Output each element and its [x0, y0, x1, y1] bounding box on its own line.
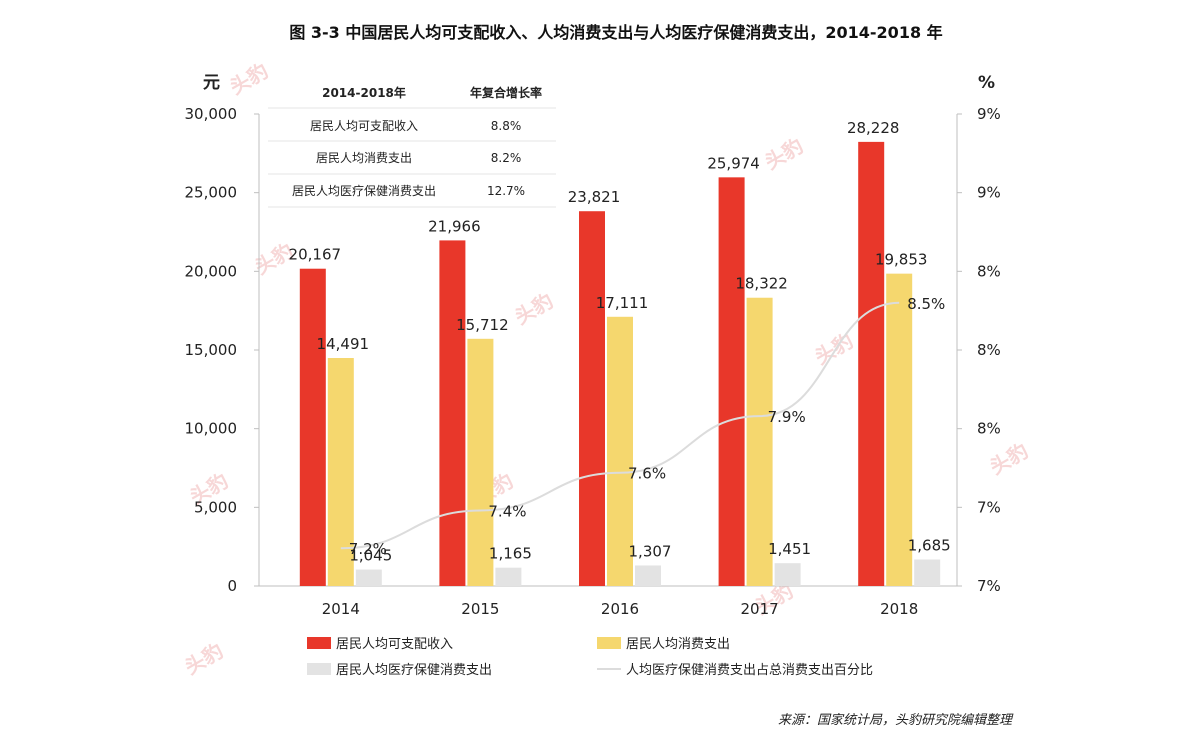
bar-consumption [886, 273, 913, 586]
y-left-tick-label: 0 [227, 577, 237, 595]
bar-medical-label: 1,451 [768, 540, 811, 558]
watermark-text: 头豹 [181, 639, 228, 680]
legend-label-income: 居民人均可支配收入 [336, 637, 453, 652]
legend: 居民人均可支配收入 居民人均消费支出 居民人均医疗保健消费支出 人均医疗保健消费… [307, 637, 873, 678]
bar-income [718, 177, 745, 586]
share-line-label: 7.4% [488, 502, 526, 520]
watermark-text: 头豹 [511, 289, 558, 330]
legend-label-consumption: 居民人均消费支出 [626, 637, 730, 652]
legend-label-share: 人均医疗保健消费支出占总消费支出百分比 [626, 663, 873, 678]
bar-consumption-label: 19,853 [875, 251, 928, 269]
y-right-tick-label: 7% [977, 498, 1001, 516]
table-header-cagr: 年复合增长率 [470, 85, 542, 100]
bar-medical [495, 567, 522, 586]
share-line-label: 7.2% [349, 540, 387, 558]
x-tick-label: 2016 [601, 600, 639, 618]
line-series: 7.2% 7.4% 7.6% 7.9% 8.5% [340, 295, 945, 558]
legend-label-medical: 居民人均医疗保健消费支出 [336, 663, 492, 678]
bars [299, 141, 941, 587]
y-right-tick-label: 7% [977, 577, 1001, 595]
x-ticks: 2014 2015 2016 2017 2018 [322, 600, 919, 618]
y-left-tick-label: 10,000 [185, 420, 238, 438]
y-left-tick-label: 30,000 [185, 105, 238, 123]
chart-title: 图 3-3 中国居民人均可支配收入、人均消费支出与人均医疗保健消费支出，2014… [289, 23, 942, 42]
watermark-text: 头豹 [986, 439, 1033, 480]
table-row-medical-value: 12.7% [487, 184, 525, 198]
x-tick-label: 2015 [461, 600, 499, 618]
table-row-medical-label: 居民人均医疗保健消费支出 [292, 184, 436, 198]
bar-income [439, 240, 466, 586]
bar-medical [914, 559, 941, 586]
share-line-label: 7.6% [628, 465, 666, 483]
bar-income-label: 25,974 [707, 154, 760, 172]
bar-medical-label: 1,045 [349, 547, 392, 565]
share-line-label: 7.9% [768, 408, 806, 426]
inset-table: 2014-2018年 年复合增长率 居民人均可支配收入 8.8% 居民人均消费支… [268, 85, 556, 208]
watermark-text: 头豹 [226, 59, 273, 100]
bar-income-label: 20,167 [289, 246, 342, 264]
y-right-ticks: 7% 7% 8% 8% 8% 9% 9% [957, 105, 1001, 595]
legend-swatch-medical [307, 663, 331, 675]
share-line-label: 8.5% [907, 295, 945, 313]
y-left-tick-label: 20,000 [185, 262, 238, 280]
bar-medical [774, 563, 801, 586]
x-tick-label: 2018 [880, 600, 918, 618]
bar-income [858, 141, 885, 587]
bar-consumption [746, 297, 773, 586]
y-right-unit: % [978, 73, 995, 93]
table-row-consumption-label: 居民人均消费支出 [316, 151, 412, 165]
bar-income-label: 28,228 [847, 119, 900, 137]
table-row-income-value: 8.8% [491, 119, 522, 133]
bar-income [579, 211, 605, 587]
y-left-unit: 元 [203, 73, 220, 93]
bar-medical-label: 1,165 [489, 545, 532, 563]
bar-income-label: 23,821 [568, 188, 621, 206]
legend-swatch-income [307, 637, 331, 649]
watermark-text: 头豹 [811, 329, 858, 370]
watermark-text: 头豹 [761, 134, 808, 175]
y-left-tick-label: 25,000 [185, 184, 238, 202]
legend-swatch-consumption [597, 637, 621, 649]
bar-labels: 20,167 21,966 23,821 25,974 28,228 14,491 15,7… [289, 119, 951, 565]
source-note: 来源：国家统计局，头豹研究院编辑整理 [778, 712, 1014, 728]
bar-consumption-label: 18,322 [735, 275, 788, 293]
bar-consumption-label: 14,491 [317, 335, 370, 353]
y-right-tick-label: 9% [977, 105, 1001, 123]
y-left-tick-label: 5,000 [194, 498, 237, 516]
y-left-ticks: 0 5,000 10,000 15,000 20,000 25,000 30,000 [185, 105, 259, 595]
x-tick-label: 2014 [322, 600, 360, 618]
table-header-period: 2014-2018年 [322, 85, 406, 100]
bar-medical-label: 1,307 [629, 542, 672, 560]
y-left-tick-label: 15,000 [185, 341, 238, 359]
bar-income [299, 268, 326, 586]
x-tick-label: 2017 [741, 600, 779, 618]
y-right-tick-label: 9% [977, 184, 1001, 202]
bar-consumption-label: 15,712 [456, 316, 509, 334]
y-right-tick-label: 8% [977, 262, 1001, 280]
bar-income-label: 21,966 [428, 217, 481, 235]
bar-consumption [607, 316, 633, 586]
y-right-tick-label: 8% [977, 420, 1001, 438]
y-right-tick-label: 8% [977, 341, 1001, 359]
bar-consumption [467, 338, 494, 586]
bar-medical [635, 565, 661, 586]
bar-medical [355, 569, 382, 586]
share-line [340, 301, 900, 550]
table-row-consumption-value: 8.2% [491, 151, 522, 165]
table-row-income-label: 居民人均可支配收入 [310, 119, 418, 133]
bar-consumption-label: 17,111 [596, 294, 649, 312]
bar-medical-label: 1,685 [908, 536, 951, 554]
